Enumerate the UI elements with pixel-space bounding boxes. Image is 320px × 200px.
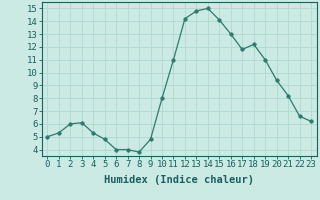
X-axis label: Humidex (Indice chaleur): Humidex (Indice chaleur) <box>104 175 254 185</box>
